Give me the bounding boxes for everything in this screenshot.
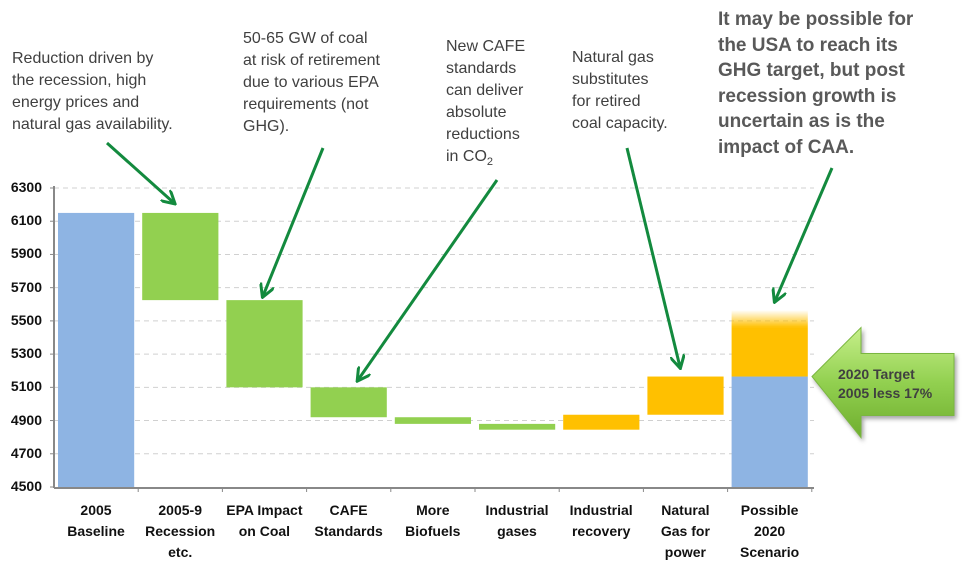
- annotation-cafe: New CAFE standards can deliver absolute …: [446, 36, 525, 173]
- bar-decrease: [479, 423, 556, 430]
- target-callout-label: 2020 Target 2005 less 17%: [838, 365, 933, 401]
- annotation-arrow-icon: [105, 141, 174, 203]
- category-label: Industrial recovery: [569, 502, 633, 539]
- annotation-arrow-icon: [358, 179, 499, 380]
- annotation-cafe-text: New CAFE standards can deliver absolute …: [446, 38, 526, 165]
- y-tick-label: 5900: [10, 245, 42, 262]
- bar-decrease: [226, 300, 303, 388]
- y-tick-label: 4700: [10, 444, 42, 461]
- category-label: More Biofuels: [405, 502, 461, 539]
- category-label: CAFE Standards: [314, 502, 383, 539]
- target-arrow-shape: [811, 326, 955, 439]
- bar-increase: [563, 414, 640, 430]
- category-label: 2005 Baseline: [67, 502, 125, 539]
- category-label: Industrial gases: [485, 502, 549, 539]
- y-tick-label: 5300: [10, 345, 42, 362]
- annotation-recession: Reduction driven by the recession, high …: [12, 50, 173, 133]
- y-tick-label: 5500: [10, 311, 42, 328]
- annotation-arrow-icon: [775, 167, 834, 301]
- bar-decrease: [310, 387, 387, 418]
- y-tick-label: 4500: [10, 478, 42, 494]
- bar-decrease: [142, 212, 219, 301]
- bar-uncertainty-fade: [731, 310, 808, 328]
- annotation-epa-coal: 50-65 GW of coal at risk of retirement d…: [243, 30, 380, 135]
- y-tick-label: 5700: [10, 278, 42, 295]
- y-tick-label: 6100: [10, 212, 42, 229]
- category-label: EPA Impact on Coal: [226, 502, 303, 539]
- y-tick-label: 6300: [10, 179, 42, 195]
- category-label: Possible 2020 Scenario: [740, 502, 800, 560]
- annotation-arrow-icon: [625, 147, 680, 367]
- bar-decrease: [394, 417, 471, 424]
- y-tick-label: 4900: [10, 411, 42, 428]
- annotation-cafe-subscript: 2: [486, 156, 494, 169]
- annotation-scenario: It may be possible for the USA to reach …: [718, 9, 914, 158]
- bar-increase: [647, 376, 724, 415]
- bar-total: [58, 212, 135, 487]
- category-label: Natural Gas for power: [660, 502, 710, 560]
- annotation-arrow-icon: [263, 147, 325, 296]
- bar-stacked: [731, 376, 808, 487]
- bar-upper-segment: [731, 327, 808, 377]
- category-label: 2005-9 Recession etc.: [145, 502, 216, 560]
- annotation-natural-gas: Natural gas substitutes for retired coal…: [572, 49, 668, 132]
- y-tick-label: 5100: [10, 378, 42, 395]
